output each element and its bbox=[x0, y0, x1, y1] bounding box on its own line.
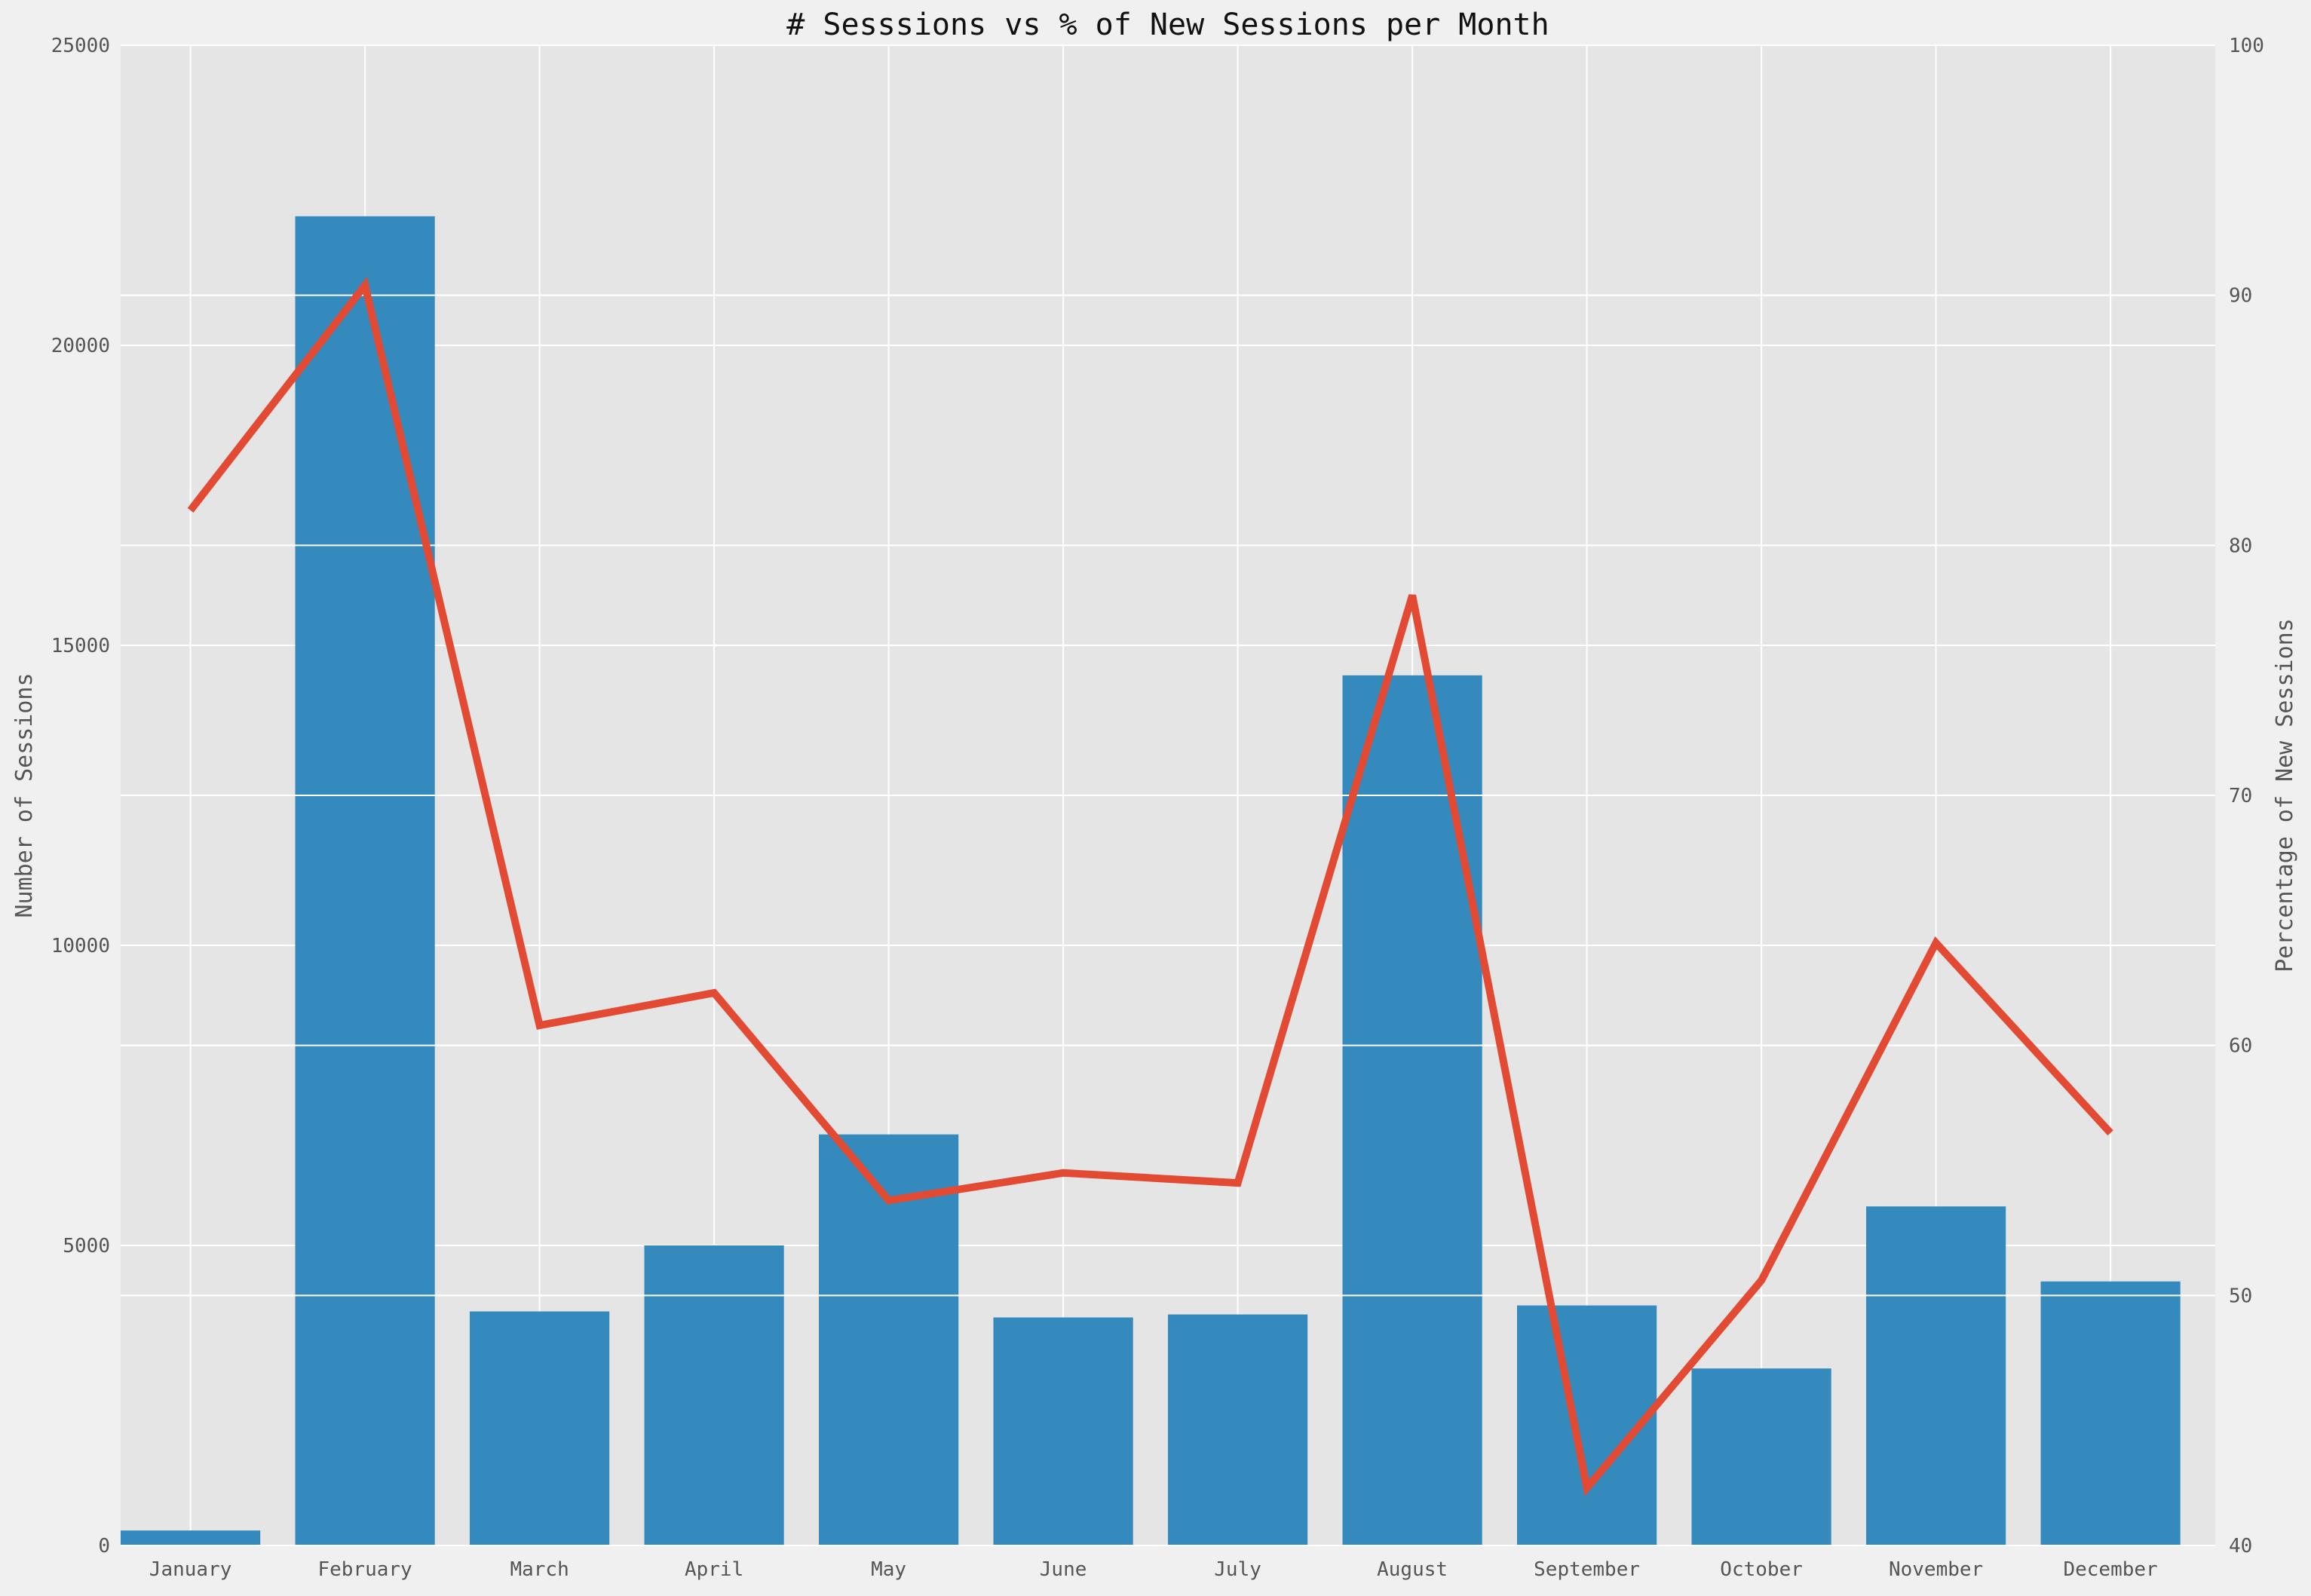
x-tick-label: January bbox=[149, 1558, 232, 1581]
bar-january bbox=[121, 1530, 261, 1545]
y-tick-label-left: 25000 bbox=[51, 35, 110, 57]
new-sessions-line bbox=[187, 277, 2113, 1496]
y-tick-label-right: 50 bbox=[2229, 1285, 2252, 1307]
x-tick-label: October bbox=[1720, 1558, 1803, 1581]
y-tick-label-right: 80 bbox=[2229, 535, 2252, 557]
bar-september bbox=[1517, 1305, 1657, 1545]
x-tick-label: September bbox=[1534, 1558, 1640, 1581]
bar-june bbox=[993, 1317, 1133, 1545]
bar-august bbox=[1342, 675, 1482, 1545]
y-tick-label-right: 40 bbox=[2229, 1535, 2252, 1558]
x-tick-label: May bbox=[871, 1558, 906, 1581]
y-tick-label-right: 60 bbox=[2229, 1035, 2252, 1058]
y-tick-label-right: 100 bbox=[2229, 35, 2264, 57]
x-tick-label: December bbox=[2063, 1558, 2157, 1581]
bar-march bbox=[470, 1311, 610, 1545]
bar-december bbox=[2040, 1281, 2181, 1545]
y-tick-label-left: 5000 bbox=[63, 1235, 110, 1258]
x-tick-label: August bbox=[1377, 1558, 1448, 1581]
x-tick-label: June bbox=[1040, 1558, 1087, 1581]
y-axis-label-right: Percentage of New Sessions bbox=[2272, 618, 2298, 973]
x-tick-label: July bbox=[1214, 1558, 1261, 1581]
y-tick-label-left: 20000 bbox=[51, 335, 110, 357]
x-tick-label: April bbox=[685, 1558, 743, 1581]
x-tick-label: November bbox=[1889, 1558, 1983, 1581]
tick-labels: 0 5000 10000 15000 20000 25000 40 50 60 70 80 90 100… bbox=[51, 35, 2264, 1581]
y-axis-label-left: Number of Sessions bbox=[11, 672, 38, 917]
y-tick-label-left: 0 bbox=[98, 1535, 110, 1558]
bar-april bbox=[644, 1245, 784, 1545]
bar-october bbox=[1691, 1368, 1831, 1545]
y-tick-label-left: 10000 bbox=[51, 935, 110, 957]
y-tick-label-right: 90 bbox=[2229, 285, 2252, 308]
bar-november bbox=[1866, 1206, 2006, 1545]
chart-title: # Sesssions vs % of New Sessions per Mon… bbox=[786, 8, 1549, 42]
x-tick-label: March bbox=[510, 1558, 569, 1581]
bar-july bbox=[1168, 1314, 1308, 1545]
x-tick-label: February bbox=[317, 1558, 412, 1581]
grid-lines-overlay bbox=[121, 44, 2215, 1546]
y-tick-label-left: 15000 bbox=[51, 635, 110, 657]
bar-february bbox=[295, 216, 435, 1545]
y-tick-label-right: 70 bbox=[2229, 785, 2252, 807]
